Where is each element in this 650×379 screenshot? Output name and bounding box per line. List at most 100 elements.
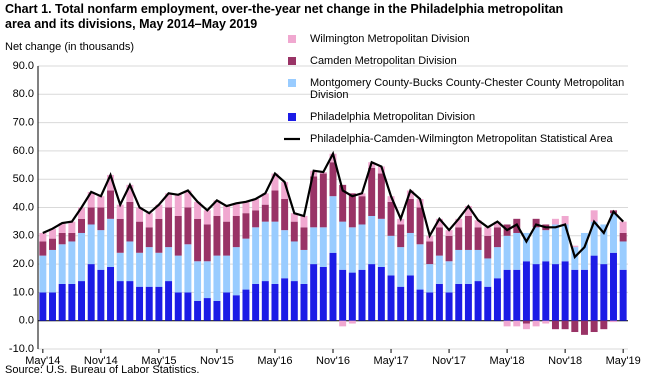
bar-segment [194, 201, 202, 219]
bar-segment [232, 295, 240, 321]
bar-segment [406, 232, 414, 276]
bar-segment [493, 227, 501, 248]
bar-segment [610, 213, 617, 253]
bar-segment [281, 230, 289, 279]
bar-segment [503, 320, 511, 327]
bar-segment [445, 230, 453, 236]
bar-segment [619, 221, 627, 233]
bar-segment [281, 199, 289, 231]
x-tick-label: May'19 [606, 355, 641, 367]
bar-segment [290, 241, 298, 282]
bar-segment [165, 193, 173, 208]
bar-segment [78, 232, 86, 282]
bar-segment [58, 223, 66, 233]
bar-segment [503, 235, 511, 270]
bar-segment [455, 227, 463, 250]
bar-segment [232, 247, 240, 296]
bar-segment [406, 190, 414, 200]
bar-segment [377, 218, 385, 267]
y-tick-label: -10.0 [9, 343, 34, 355]
bar-segment [252, 199, 260, 211]
y-tick-label: 80.0 [13, 88, 34, 100]
bar-segment [242, 238, 250, 290]
x-tick-label: May'17 [373, 355, 408, 367]
bar-segment [252, 210, 260, 228]
bar-segment [174, 215, 182, 256]
bar-segment [87, 264, 95, 321]
bar-segment [610, 252, 617, 321]
bar-segment [590, 320, 598, 333]
bar-segment [580, 232, 588, 270]
bar-segment [184, 244, 192, 293]
bar-segment [126, 184, 134, 202]
bar-segment [107, 218, 115, 267]
bar-segment [368, 264, 376, 321]
bar-segment [58, 283, 66, 321]
bar-segment [358, 269, 366, 321]
bar-segment [474, 249, 482, 282]
x-tick-label: May'14 [25, 355, 60, 367]
bar-segment [155, 218, 163, 253]
legend-swatch [288, 113, 296, 121]
bar-segment [155, 252, 163, 287]
bar-segment [136, 252, 144, 287]
bar-segment [107, 266, 115, 321]
bar-segment [416, 207, 424, 245]
legend-swatch [288, 57, 296, 65]
bar-segment [368, 215, 376, 265]
bar-segment [213, 200, 221, 216]
bar-segment [493, 247, 501, 279]
bar-segment [319, 173, 327, 228]
bar-segment [435, 255, 443, 284]
legend-label: Wilmington Metropolitan Division [310, 33, 470, 45]
bar-segment [319, 227, 327, 267]
x-tick-label: Nov'17 [432, 355, 466, 367]
bar-segment [610, 320, 617, 323]
y-tick-label: 60.0 [13, 145, 34, 157]
legend-label: Montgomery County-Bucks County-Chester C… [310, 77, 624, 101]
bar-segment [551, 224, 559, 265]
bar-segment [203, 261, 211, 299]
bar-segment [116, 281, 124, 321]
bar-segment [571, 269, 579, 321]
bar-segment [49, 228, 56, 239]
bar-segment [387, 235, 395, 276]
bar-segment [223, 292, 231, 321]
bar-segment [522, 261, 530, 321]
legend-swatch [288, 79, 296, 87]
bar-segment [242, 201, 250, 214]
bar-segment [319, 266, 327, 321]
bar-segment [397, 218, 405, 225]
bar-segment [184, 207, 192, 245]
bar-segment [271, 283, 279, 321]
legend-swatch [288, 35, 296, 43]
bar-segment [39, 232, 47, 242]
bar-segment [242, 213, 250, 239]
bar-segment [590, 221, 598, 256]
bar-segment [107, 190, 115, 219]
bar-segment [97, 269, 105, 321]
bar-segment [300, 227, 308, 250]
legend-label: Camden Metropolitan Division [310, 55, 457, 67]
bar-segment [165, 247, 173, 282]
bar-segment [174, 255, 182, 293]
bar-segment [184, 190, 192, 208]
bar-segment [78, 218, 86, 233]
bar-segment [551, 218, 559, 225]
bar-segment [39, 292, 47, 321]
bar-segment [261, 204, 269, 222]
y-tick-label: 30.0 [13, 230, 34, 242]
bar-segment [358, 224, 366, 270]
bar-segment [426, 292, 434, 321]
bar-segment [619, 232, 627, 242]
bar-segment [136, 207, 144, 222]
bar-segment [174, 194, 182, 216]
bar-segment [397, 286, 405, 321]
bar-segment [329, 252, 337, 321]
bar-segment [435, 218, 443, 228]
bar-segment [358, 193, 366, 197]
x-tick-label: Nov'14 [84, 355, 118, 367]
bar-segment [261, 221, 269, 282]
bar-segment [358, 196, 366, 225]
